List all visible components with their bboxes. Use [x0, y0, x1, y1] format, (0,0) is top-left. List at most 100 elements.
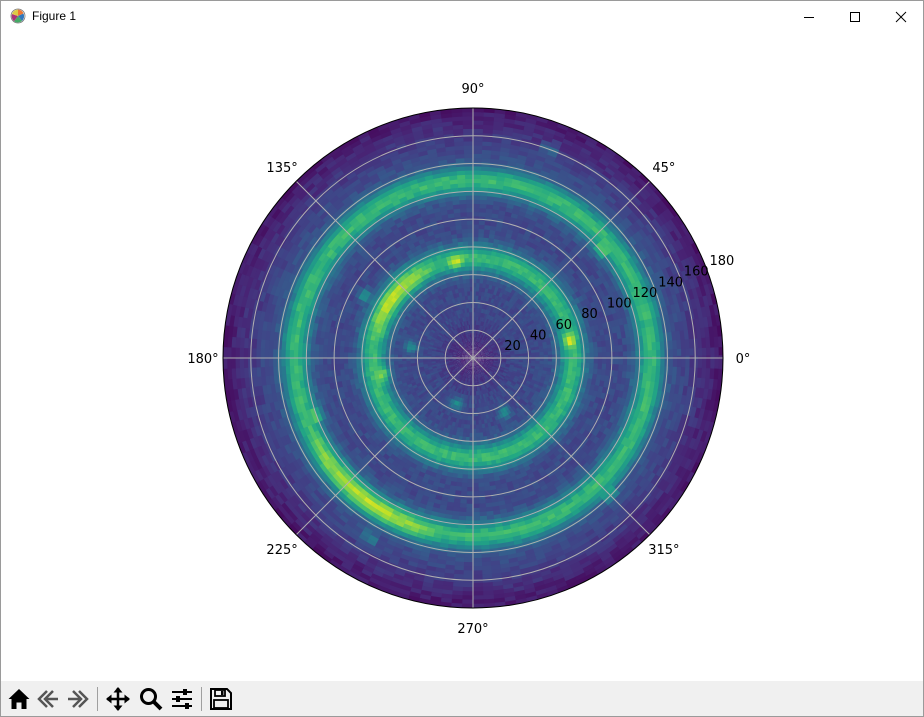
heatmap-cell [485, 360, 490, 362]
minimize-icon [804, 16, 814, 18]
heatmap-cell [450, 331, 456, 336]
figure-canvas[interactable]: 0° 45° 90° 135° 180° 225° 270° 315° 20 40 60 80 100 1… [1, 32, 923, 680]
heatmap-cell [443, 339, 449, 344]
heatmap-cell [456, 383, 460, 389]
heatmap-cell [480, 372, 484, 377]
heatmap-cell [494, 328, 499, 334]
heatmap-cell [469, 336, 472, 342]
heatmap-cell [476, 360, 481, 364]
heatmap-cell [482, 384, 487, 390]
close-button[interactable] [878, 1, 923, 32]
heatmap-cell [451, 360, 457, 362]
heatmap-cell [473, 324, 476, 329]
heatmap-cell [465, 373, 469, 379]
heatmap-cell [479, 333, 483, 339]
heatmap-cell [465, 365, 469, 370]
heatmap-cell [461, 362, 467, 366]
heatmap-cell [488, 340, 493, 345]
heatmap-cell [481, 325, 485, 331]
heatmap-cell [473, 349, 476, 354]
heatmap-cell [465, 360, 470, 364]
heatmap-cell [441, 377, 447, 382]
heatmap-cell [485, 355, 491, 357]
heatmap-cell [495, 337, 501, 342]
heatmap-cell [479, 368, 483, 373]
heatmap-cell [464, 320, 468, 326]
heatmap-cell [461, 361, 466, 365]
heatmap-cell [469, 349, 472, 355]
heatmap-cell [460, 354, 465, 357]
heatmap-cell [437, 370, 443, 375]
heatmap-cell [479, 377, 482, 383]
maximize-button[interactable] [832, 1, 878, 32]
heatmap-cell [489, 354, 495, 356]
heatmap-cell [477, 337, 480, 343]
heatmap-cell [457, 362, 462, 366]
heatmap-cell [438, 340, 444, 345]
heatmap-cell [471, 362, 473, 367]
heatmap-cell [466, 341, 470, 347]
heatmap-cell [455, 344, 461, 348]
heatmap-cell [493, 353, 499, 356]
heatmap-cell [456, 373, 461, 379]
heatmap-cell [461, 367, 466, 372]
heatmap-cell [461, 376, 465, 382]
heatmap-cell [452, 370, 458, 375]
heatmap-cell [452, 381, 457, 386]
heatmap-cell [477, 364, 481, 370]
heatmap-cell [480, 351, 485, 355]
heatmap-cell [493, 377, 499, 382]
heatmap-cell [489, 353, 495, 356]
heatmap-cell [485, 368, 490, 373]
heatmap-cell [477, 369, 481, 374]
heatmap-cell [474, 366, 476, 371]
polar-heatmap-plot[interactable]: 0°45°90°135°180°225°270°315°204060801001… [1, 32, 923, 680]
title-bar[interactable]: Figure 1 [1, 1, 923, 32]
heatmap-cell [462, 350, 467, 354]
heatmap-cell [476, 359, 482, 362]
heatmap-cell [454, 382, 459, 388]
heatmap-cell [459, 321, 463, 327]
heatmap-cell [467, 337, 470, 342]
heatmap-cell [456, 368, 461, 372]
heatmap-cell [483, 364, 488, 368]
heatmap-cell [460, 360, 466, 364]
heatmap-cell [487, 364, 493, 368]
heatmap-cell [496, 330, 502, 336]
heatmap-cell [448, 364, 454, 367]
heatmap-cell [474, 345, 476, 350]
minimize-button[interactable] [786, 1, 832, 32]
heatmap-cell [482, 346, 487, 350]
heatmap-cell [465, 360, 470, 364]
heatmap-cell [480, 343, 484, 349]
heatmap-cell [465, 333, 468, 339]
heatmap-cells [223, 108, 723, 608]
heatmap-cell [482, 365, 487, 370]
heatmap-cell [486, 345, 492, 350]
heatmap-cell [452, 362, 458, 365]
heatmap-cell [487, 347, 493, 351]
heatmap-cell [463, 324, 467, 330]
heatmap-cell [444, 373, 450, 378]
heatmap-cell [465, 352, 470, 356]
heatmap-cell [456, 337, 461, 343]
heatmap-cell [489, 343, 495, 347]
heatmap-cell [442, 371, 448, 376]
heatmap-cell [476, 353, 482, 357]
heatmap-cell [476, 353, 481, 356]
heatmap-cell [467, 350, 471, 355]
heatmap-cell [486, 338, 491, 343]
heatmap-cell [464, 347, 469, 352]
heatmap-cell [480, 325, 484, 331]
heatmap-cell [483, 335, 487, 341]
heatmap-cell [466, 365, 470, 370]
heatmap-cell [470, 345, 472, 350]
heatmap-cell [458, 370, 463, 375]
heatmap-cell [460, 355, 465, 357]
heatmap-cell [481, 334, 485, 340]
heatmap-cell [465, 364, 469, 370]
heatmap-cell [458, 326, 462, 332]
heatmap-cell [485, 354, 490, 356]
heatmap-cell [455, 338, 460, 343]
heatmap-cell [461, 367, 466, 372]
